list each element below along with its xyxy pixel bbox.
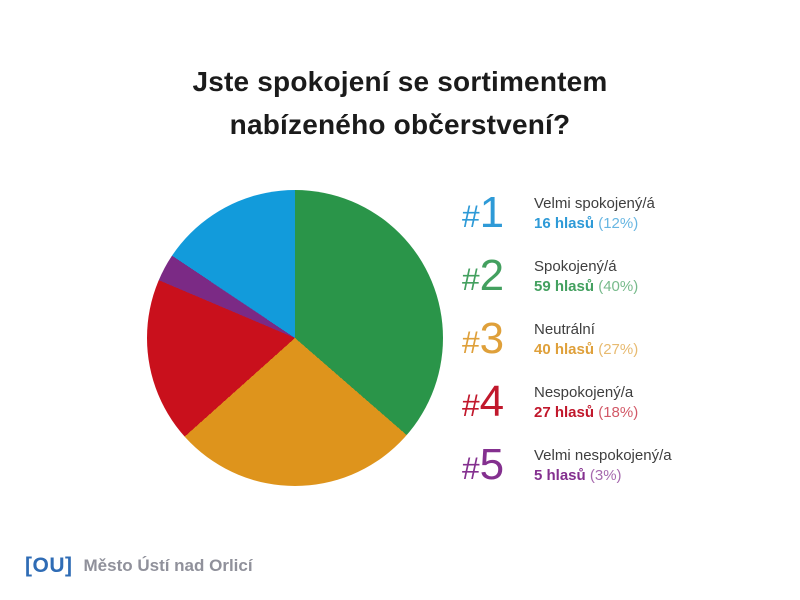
- page-title: Jste spokojení se sortimentem nabízeného…: [0, 60, 800, 146]
- legend-label: Nespokojený/a: [534, 384, 634, 401]
- legend-votes: 16 hlasů (12%): [534, 215, 639, 232]
- footer-brand: [OU] Město Ústí nad Orlicí: [25, 554, 253, 578]
- legend-rank: #4: [462, 376, 505, 426]
- chart-legend: #1 Velmi spokojený/á 16 hlasů (12%) #2 S…: [462, 187, 672, 490]
- legend-label: Spokojený/á: [534, 258, 617, 275]
- legend-label: Velmi nespokojený/a: [534, 447, 672, 464]
- legend-rank: #5: [462, 439, 505, 489]
- legend-label: Velmi spokojený/á: [534, 195, 655, 212]
- pie-chart: [147, 190, 443, 486]
- legend-label: Neutrální: [534, 321, 595, 338]
- legend-item: #2 Spokojený/á 59 hlasů (40%): [462, 250, 672, 301]
- legend-votes: 5 hlasů (3%): [534, 467, 622, 484]
- legend-rank: #3: [462, 313, 505, 363]
- legend-votes: 27 hlasů (18%): [534, 404, 639, 421]
- brand-name: Město Ústí nad Orlicí: [83, 556, 253, 575]
- title-line-2: nabízeného občerstvení?: [229, 109, 571, 140]
- legend-rank: #1: [462, 187, 505, 237]
- legend-rank: #2: [462, 250, 505, 300]
- legend-item: #1 Velmi spokojený/á 16 hlasů (12%): [462, 187, 672, 238]
- title-line-1: Jste spokojení se sortimentem: [192, 66, 608, 97]
- legend-item: #5 Velmi nespokojený/a 5 hlasů (3%): [462, 439, 672, 490]
- ou-logo: [OU]: [25, 554, 73, 577]
- legend-item: #3 Neutrální 40 hlasů (27%): [462, 313, 672, 364]
- legend-votes: 40 hlasů (27%): [534, 341, 639, 358]
- legend-votes: 59 hlasů (40%): [534, 278, 639, 295]
- legend-item: #4 Nespokojený/a 27 hlasů (18%): [462, 376, 672, 427]
